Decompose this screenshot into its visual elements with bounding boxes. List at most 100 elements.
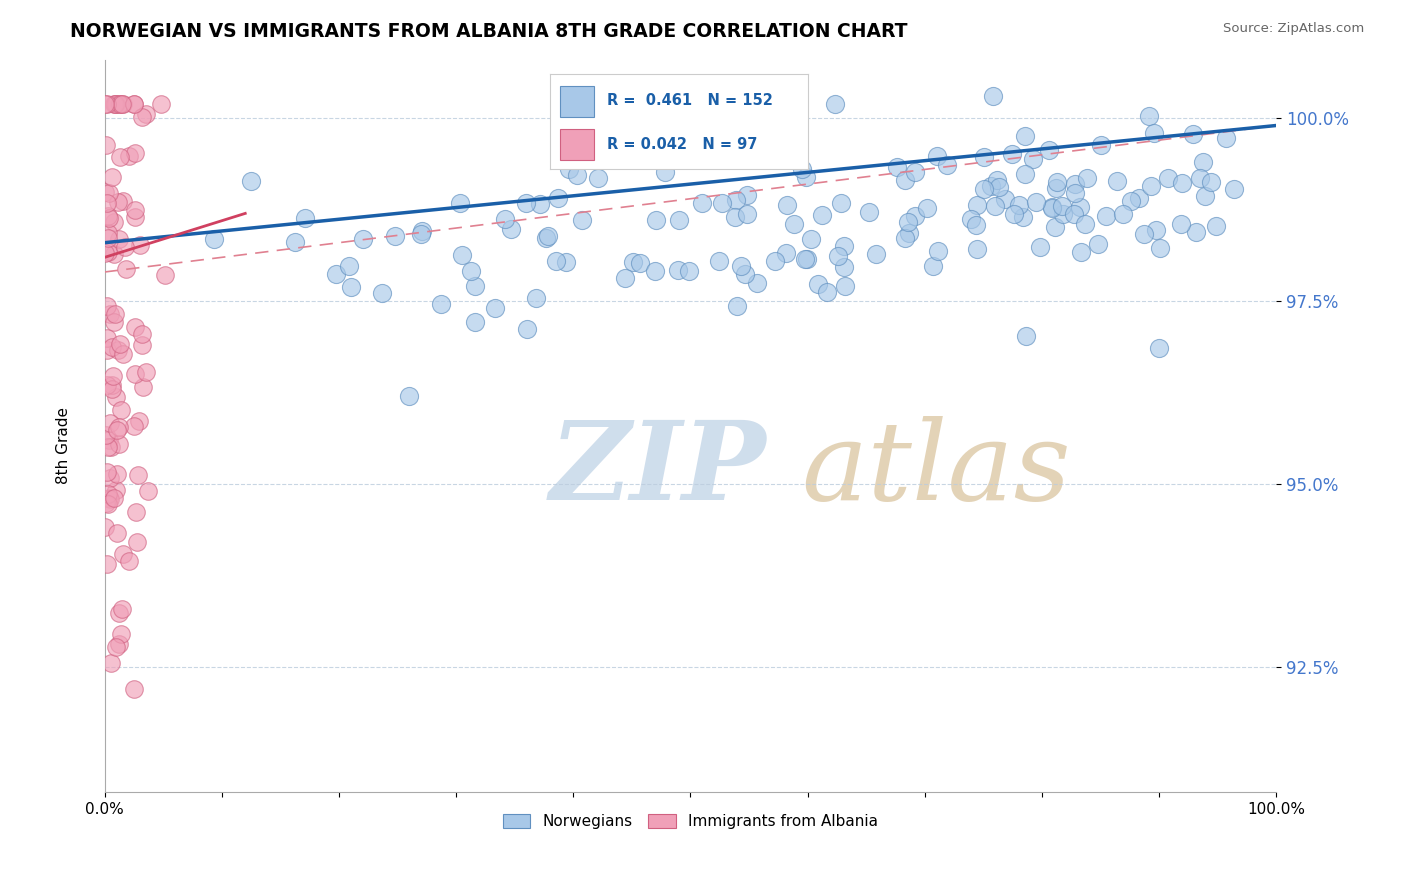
Text: NORWEGIAN VS IMMIGRANTS FROM ALBANIA 8TH GRADE CORRELATION CHART: NORWEGIAN VS IMMIGRANTS FROM ALBANIA 8TH… [70, 22, 908, 41]
Point [127, 468, 149, 483]
Point [411, 223, 433, 237]
Point [1147, 341, 1170, 355]
Point [1090, 137, 1112, 152]
Point [1029, 240, 1052, 254]
Point [108, 96, 131, 111]
Point [124, 368, 146, 382]
Point [108, 150, 131, 164]
Point [613, 271, 636, 285]
Point [103, 247, 125, 261]
Point [529, 197, 551, 211]
Point [1149, 241, 1171, 255]
Point [737, 187, 759, 202]
Point [794, 169, 817, 184]
Point [97, 486, 120, 500]
Point [451, 248, 474, 262]
Point [96, 465, 118, 479]
Point [112, 96, 135, 111]
Point [1040, 200, 1063, 214]
Point [897, 227, 920, 241]
Point [830, 195, 852, 210]
Point [966, 242, 988, 256]
Point [811, 208, 834, 222]
Point [1087, 237, 1109, 252]
Point [807, 277, 830, 292]
Text: Source: ZipAtlas.com: Source: ZipAtlas.com [1223, 22, 1364, 36]
Point [398, 389, 420, 403]
Point [103, 491, 125, 505]
Point [1182, 127, 1205, 141]
Point [1063, 178, 1085, 192]
Point [127, 534, 149, 549]
Point [118, 554, 141, 568]
Point [110, 403, 132, 417]
Point [105, 96, 128, 111]
Point [915, 201, 938, 215]
Point [776, 198, 799, 212]
Point [105, 483, 128, 497]
Point [858, 204, 880, 219]
Text: atlas: atlas [801, 416, 1071, 524]
Point [724, 194, 747, 208]
Point [103, 315, 125, 329]
Point [886, 161, 908, 175]
Point [644, 264, 666, 278]
Point [534, 230, 557, 244]
Point [973, 150, 995, 164]
Point [1137, 109, 1160, 123]
Point [96, 196, 118, 211]
Point [105, 467, 128, 481]
Point [124, 145, 146, 160]
Point [97, 244, 120, 259]
Point [337, 259, 360, 273]
Point [108, 96, 131, 111]
Point [464, 315, 486, 329]
Legend: Norwegians, Immigrants from Albania: Norwegians, Immigrants from Albania [496, 808, 884, 836]
Point [1011, 210, 1033, 224]
Point [108, 232, 131, 246]
Point [1038, 143, 1060, 157]
Point [103, 368, 125, 383]
Point [105, 423, 128, 437]
Point [1133, 227, 1156, 242]
Point [827, 249, 849, 263]
Point [1157, 171, 1180, 186]
Point [449, 195, 471, 210]
Point [112, 194, 135, 209]
Point [108, 606, 131, 620]
Point [98, 491, 121, 506]
Point [1119, 194, 1142, 209]
Point [555, 254, 578, 268]
Point [103, 214, 125, 228]
Point [894, 231, 917, 245]
Point [101, 377, 124, 392]
Point [98, 211, 121, 225]
Point [122, 96, 145, 111]
Point [834, 278, 856, 293]
Point [96, 330, 118, 344]
Point [1205, 219, 1227, 233]
Point [800, 232, 823, 246]
Point [94, 96, 117, 111]
Point [94, 428, 117, 442]
Point [1002, 207, 1025, 221]
Point [155, 268, 177, 282]
Point [131, 111, 153, 125]
Text: ZIP: ZIP [550, 416, 766, 524]
Point [1144, 222, 1167, 236]
Point [122, 96, 145, 111]
Point [107, 637, 129, 651]
Point [904, 164, 927, 178]
Point [124, 211, 146, 225]
Point [98, 491, 121, 506]
Point [129, 238, 152, 252]
Point [111, 96, 134, 111]
Point [965, 218, 987, 232]
Point [132, 380, 155, 394]
Point [325, 267, 347, 281]
Point [294, 211, 316, 225]
Point [499, 222, 522, 236]
Point [927, 149, 949, 163]
Point [352, 232, 374, 246]
Point [100, 440, 122, 454]
